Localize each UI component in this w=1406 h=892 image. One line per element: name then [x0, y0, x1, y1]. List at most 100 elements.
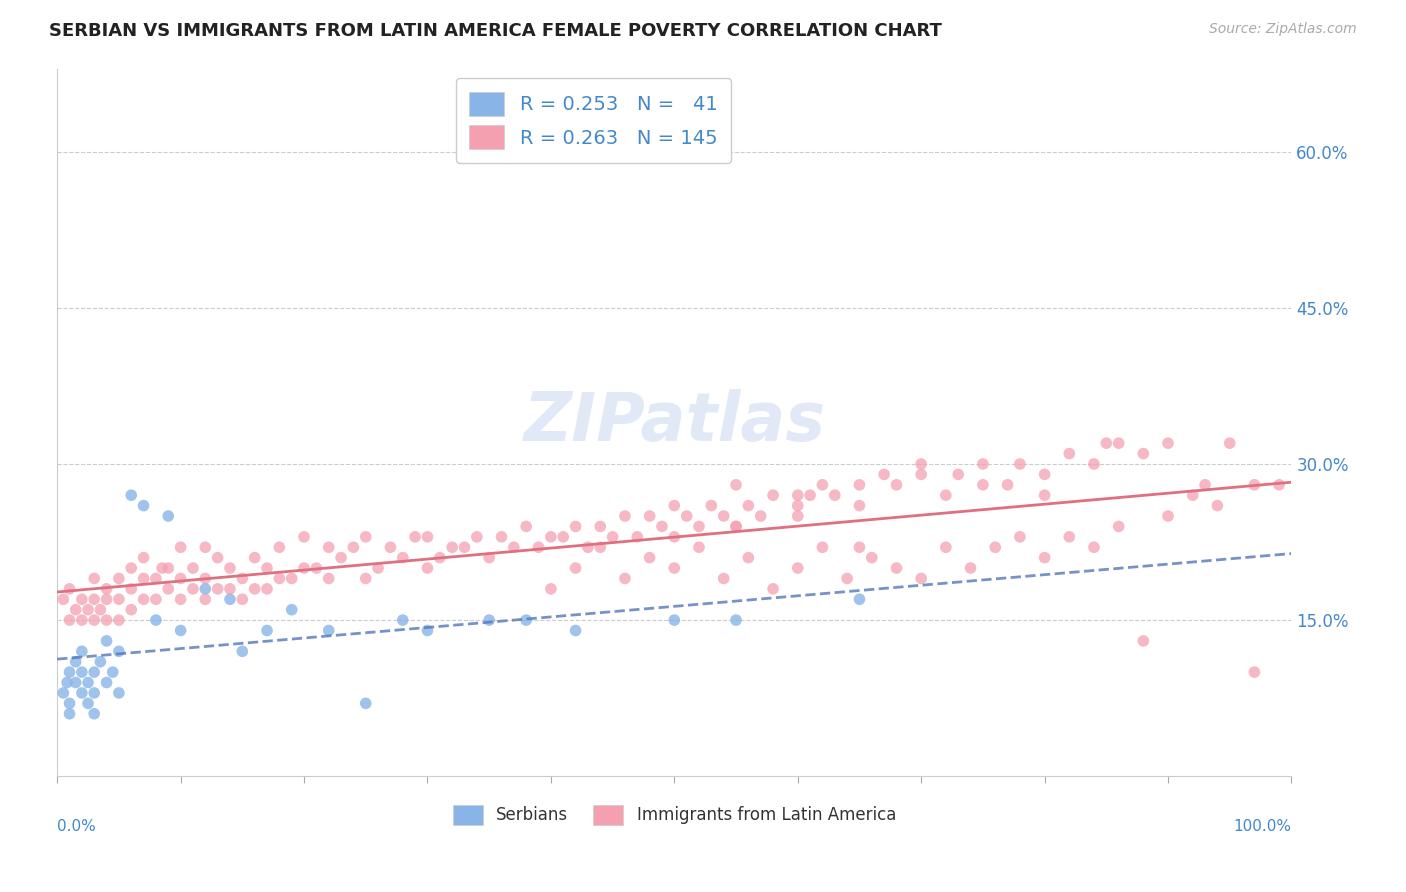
Point	[1095, 436, 1118, 450]
Text: 100.0%: 100.0%	[1233, 819, 1292, 834]
Point	[589, 540, 612, 554]
Point	[910, 571, 932, 585]
Point	[96, 613, 118, 627]
Point	[194, 592, 217, 607]
Point	[1157, 436, 1180, 450]
Point	[873, 467, 896, 482]
Point	[145, 613, 167, 627]
Point	[96, 633, 118, 648]
Point	[762, 488, 785, 502]
Point	[169, 592, 191, 607]
Point	[688, 540, 710, 554]
Point	[292, 530, 315, 544]
Point	[713, 571, 735, 585]
Point	[280, 571, 302, 585]
Point	[786, 508, 808, 523]
Point	[786, 561, 808, 575]
Point	[491, 530, 513, 544]
Point	[108, 571, 131, 585]
Point	[997, 477, 1019, 491]
Point	[1033, 467, 1056, 482]
Point	[108, 686, 131, 700]
Point	[664, 530, 686, 544]
Point	[231, 571, 253, 585]
Point	[540, 530, 562, 544]
Point	[824, 488, 846, 502]
Point	[1083, 457, 1105, 471]
Point	[664, 613, 686, 627]
Point	[243, 550, 266, 565]
Point	[207, 582, 229, 596]
Point	[724, 519, 747, 533]
Point	[70, 592, 93, 607]
Point	[1243, 665, 1265, 679]
Point	[120, 561, 142, 575]
Point	[886, 561, 908, 575]
Point	[292, 561, 315, 575]
Point	[108, 613, 131, 627]
Point	[589, 519, 612, 533]
Point	[120, 582, 142, 596]
Point	[280, 602, 302, 616]
Point	[502, 540, 524, 554]
Point	[1033, 550, 1056, 565]
Point	[318, 571, 340, 585]
Point	[108, 592, 131, 607]
Point	[404, 530, 426, 544]
Point	[181, 561, 204, 575]
Point	[391, 550, 413, 565]
Point	[194, 540, 217, 554]
Point	[65, 602, 87, 616]
Point	[429, 550, 451, 565]
Point	[367, 561, 389, 575]
Point	[1206, 499, 1229, 513]
Point	[416, 624, 439, 638]
Point	[65, 675, 87, 690]
Point	[799, 488, 821, 502]
Point	[145, 592, 167, 607]
Point	[96, 592, 118, 607]
Point	[269, 571, 291, 585]
Point	[231, 592, 253, 607]
Point	[269, 540, 291, 554]
Point	[83, 665, 105, 679]
Point	[959, 561, 981, 575]
Point	[89, 602, 111, 616]
Point	[391, 613, 413, 627]
Point	[330, 550, 353, 565]
Point	[132, 499, 155, 513]
Point	[231, 644, 253, 658]
Point	[1243, 477, 1265, 491]
Point	[70, 644, 93, 658]
Point	[515, 519, 537, 533]
Point	[58, 665, 80, 679]
Point	[700, 499, 723, 513]
Point	[101, 665, 124, 679]
Point	[58, 696, 80, 710]
Point	[219, 561, 242, 575]
Point	[65, 655, 87, 669]
Text: ZIPatlas: ZIPatlas	[523, 389, 825, 455]
Point	[564, 624, 586, 638]
Point	[1033, 488, 1056, 502]
Text: Source: ZipAtlas.com: Source: ZipAtlas.com	[1209, 22, 1357, 37]
Point	[83, 613, 105, 627]
Point	[724, 613, 747, 627]
Point	[354, 696, 377, 710]
Point	[886, 477, 908, 491]
Point	[626, 530, 648, 544]
Point	[553, 530, 575, 544]
Point	[564, 519, 586, 533]
Point	[157, 561, 180, 575]
Point	[1108, 436, 1130, 450]
Point	[638, 508, 661, 523]
Point	[737, 499, 759, 513]
Point	[688, 519, 710, 533]
Point	[219, 582, 242, 596]
Point	[219, 592, 242, 607]
Point	[613, 508, 636, 523]
Point	[1181, 488, 1204, 502]
Point	[169, 624, 191, 638]
Point	[724, 477, 747, 491]
Point	[651, 519, 673, 533]
